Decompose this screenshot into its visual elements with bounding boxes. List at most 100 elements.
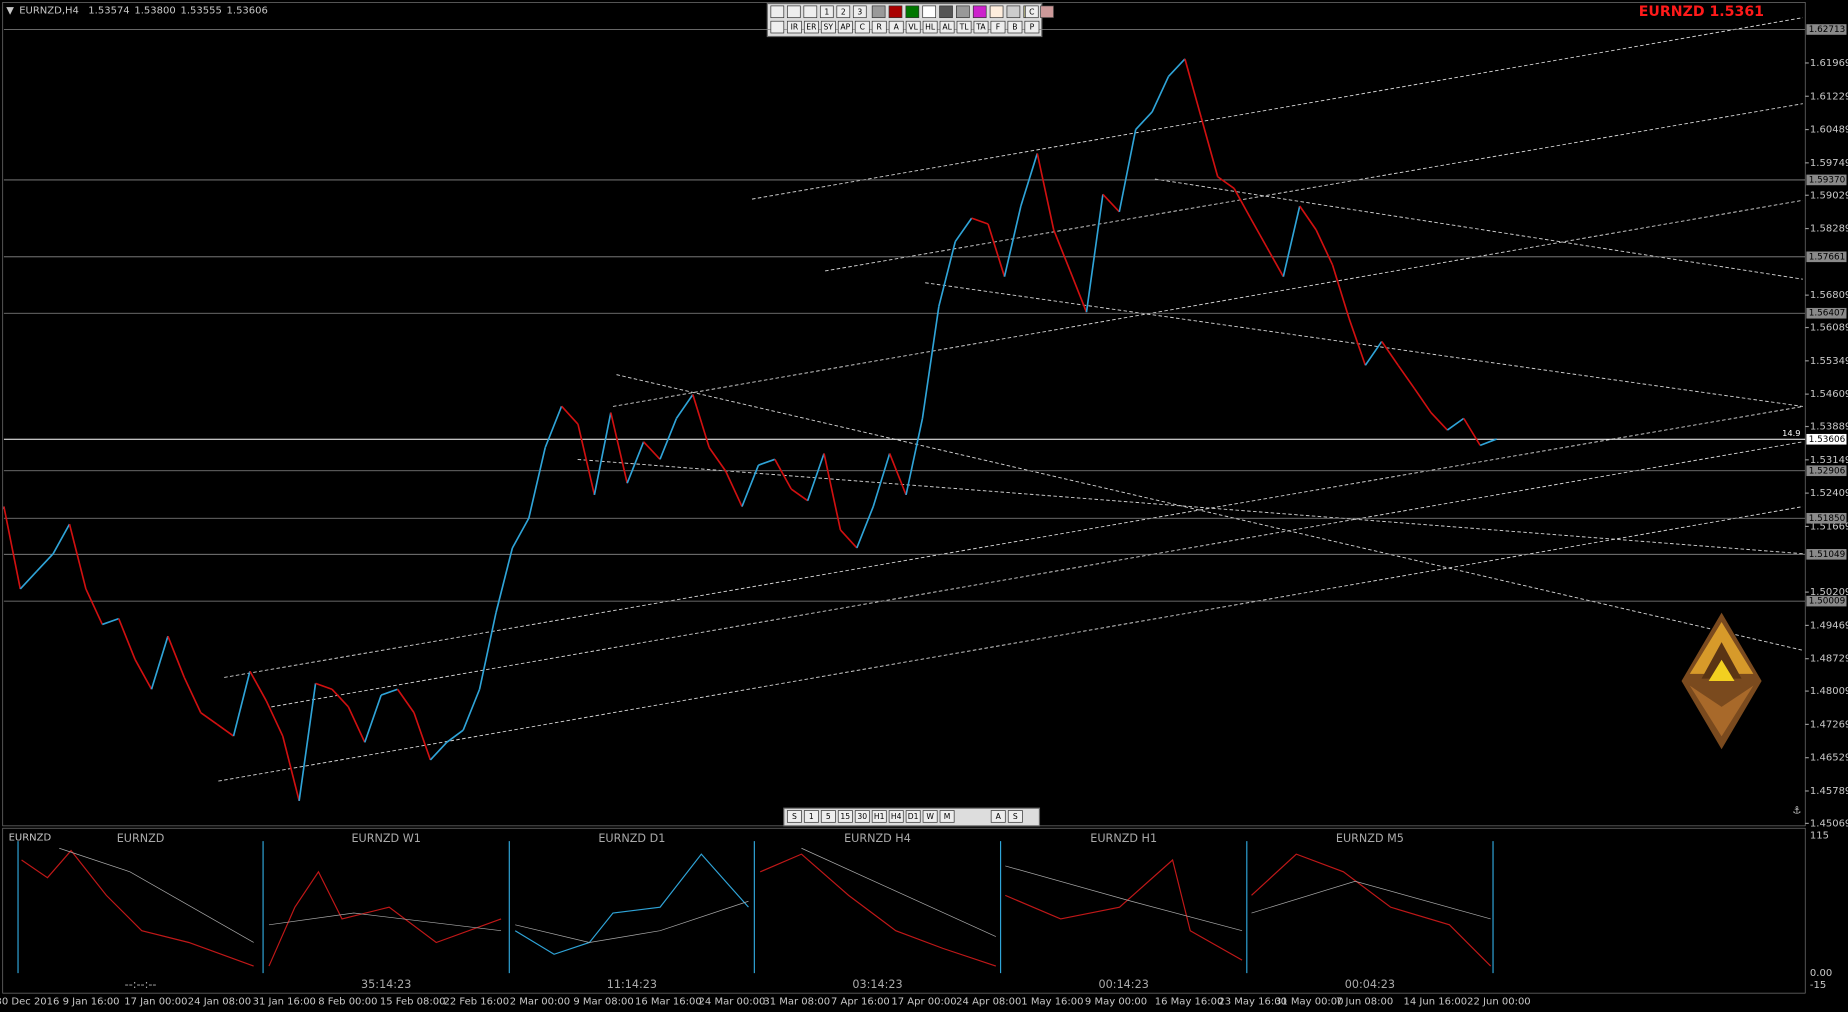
toolbar-button-label[interactable]: 1 bbox=[809, 812, 814, 821]
color-swatch[interactable] bbox=[871, 5, 886, 19]
toolbar-button[interactable] bbox=[1007, 20, 1023, 34]
toolbar-button-label[interactable]: TL bbox=[959, 23, 970, 32]
toolbar-button-label[interactable]: H4 bbox=[891, 812, 902, 821]
toolbar-button-label[interactable]: M bbox=[944, 812, 951, 821]
toolbar-button[interactable] bbox=[922, 20, 938, 34]
toolbar-button[interactable] bbox=[820, 20, 836, 34]
toolbar-button-label[interactable]: AP bbox=[840, 23, 850, 32]
toolbar-button[interactable] bbox=[852, 5, 867, 19]
toolbar-button-label[interactable]: HL bbox=[925, 23, 936, 32]
toolbar-button-label[interactable]: F bbox=[996, 23, 1000, 32]
price-segment bbox=[19, 570, 38, 590]
toolbar-button[interactable] bbox=[803, 5, 818, 19]
toolbar-button-label[interactable]: 3 bbox=[857, 7, 862, 16]
toolbar-button[interactable] bbox=[786, 20, 802, 34]
toolbar-button[interactable] bbox=[905, 20, 921, 34]
toolbar-button-label[interactable]: C bbox=[1029, 7, 1034, 16]
price-segment bbox=[249, 670, 268, 702]
toolbar-button[interactable] bbox=[1007, 810, 1023, 823]
price-segment bbox=[938, 241, 957, 307]
price-segment bbox=[315, 682, 333, 691]
toolbar-button[interactable] bbox=[854, 20, 870, 34]
color-swatch[interactable] bbox=[1006, 5, 1021, 19]
toolbar-button-label[interactable]: 5 bbox=[826, 812, 831, 821]
toolbar-button[interactable] bbox=[956, 20, 972, 34]
toolbar-button-label[interactable]: S bbox=[1013, 812, 1018, 821]
toolbar-button[interactable] bbox=[803, 810, 819, 823]
toolbar-button[interactable] bbox=[786, 5, 801, 19]
x-tick-label: 24 Mar 00:00 bbox=[699, 996, 766, 1007]
price-segment bbox=[36, 553, 54, 572]
price-segment bbox=[1397, 364, 1416, 390]
toolbar-button[interactable] bbox=[871, 20, 887, 34]
price-segment bbox=[68, 523, 87, 590]
toolbar-button[interactable] bbox=[973, 20, 989, 34]
toolbar-button-label[interactable]: B bbox=[1012, 23, 1017, 32]
toolbar-button-label[interactable]: AL bbox=[942, 23, 952, 32]
color-swatch[interactable] bbox=[922, 5, 937, 19]
toolbar-button[interactable] bbox=[786, 810, 802, 823]
toolbar-button[interactable] bbox=[803, 20, 819, 34]
color-swatch[interactable] bbox=[939, 5, 953, 19]
toolbar-button-label[interactable]: D1 bbox=[908, 812, 919, 821]
price-segment bbox=[659, 418, 678, 460]
price-segment bbox=[888, 453, 907, 496]
toolbar-button[interactable] bbox=[770, 5, 785, 19]
color-swatch[interactable] bbox=[1040, 5, 1054, 19]
toolbar-button[interactable] bbox=[820, 810, 836, 823]
toolbar-button[interactable] bbox=[1024, 20, 1040, 34]
menu-arrow[interactable]: ▼ bbox=[6, 6, 14, 17]
price-segment bbox=[708, 447, 727, 472]
toolbar-button[interactable] bbox=[922, 810, 938, 823]
toolbar-button[interactable] bbox=[990, 20, 1006, 34]
level-label: 1.50009 bbox=[1809, 597, 1846, 607]
toolbar-button-label[interactable]: H1 bbox=[874, 812, 885, 821]
toolbar-button[interactable] bbox=[905, 810, 921, 823]
x-tick-label: 15 Feb 08:00 bbox=[380, 996, 446, 1007]
toolbar-button-label[interactable]: A bbox=[894, 23, 900, 32]
color-swatch[interactable] bbox=[989, 5, 1004, 19]
toolbar-button-label[interactable]: VL bbox=[908, 23, 918, 32]
logo bbox=[1681, 612, 1762, 750]
toolbar-button[interactable] bbox=[939, 20, 955, 34]
toolbar-button-label[interactable]: ER bbox=[806, 23, 817, 32]
y-tick-label: 1.53149 bbox=[1810, 455, 1848, 466]
toolbar-button-label[interactable]: R bbox=[877, 23, 883, 32]
toolbar-button[interactable] bbox=[837, 20, 853, 34]
toolbar-button[interactable] bbox=[854, 810, 870, 823]
toolbar-button[interactable] bbox=[871, 810, 887, 823]
color-swatch[interactable] bbox=[972, 5, 987, 19]
toolbar-button-label[interactable]: IR bbox=[791, 23, 799, 32]
toolbar-button-label[interactable]: 30 bbox=[857, 812, 867, 821]
toolbar-button-label[interactable]: 15 bbox=[840, 812, 850, 821]
price-segment bbox=[1282, 205, 1301, 277]
color-swatch[interactable] bbox=[956, 5, 970, 19]
price-segment bbox=[872, 453, 891, 507]
toolbar-button-label[interactable]: W bbox=[926, 812, 934, 821]
toolbar-button-label[interactable]: SY bbox=[824, 23, 834, 32]
price-segment bbox=[724, 470, 743, 507]
toolbar-button[interactable] bbox=[770, 20, 785, 34]
price-segment bbox=[609, 412, 629, 484]
toolbar-button-label[interactable]: P bbox=[1030, 23, 1035, 32]
toolbar-button[interactable] bbox=[888, 20, 904, 34]
toolbar-button[interactable] bbox=[888, 810, 904, 823]
color-swatch[interactable] bbox=[905, 5, 920, 19]
toolbar-button[interactable] bbox=[819, 5, 834, 19]
toolbar-button[interactable] bbox=[836, 5, 851, 19]
toolbar-button[interactable] bbox=[837, 810, 853, 823]
toolbar-button-label[interactable]: A bbox=[996, 812, 1002, 821]
toolbar-button[interactable] bbox=[990, 810, 1006, 823]
toolbar-button-label[interactable]: C bbox=[860, 23, 865, 32]
toolbar-button-label[interactable]: S bbox=[792, 812, 797, 821]
symbol-header: EURNZD,H4 1.53574 1.53800 1.53555 1.53606 bbox=[19, 6, 268, 17]
toolbar-button[interactable] bbox=[1024, 5, 1039, 19]
toolbar-button-label[interactable]: 1 bbox=[824, 7, 829, 16]
price-segment bbox=[216, 723, 235, 737]
price-segment bbox=[429, 741, 448, 761]
toolbar-button-label[interactable]: 2 bbox=[841, 7, 846, 16]
toolbar-button-label[interactable]: TA bbox=[975, 23, 986, 32]
color-swatch[interactable] bbox=[888, 5, 903, 19]
toolbar-button[interactable] bbox=[939, 810, 955, 823]
